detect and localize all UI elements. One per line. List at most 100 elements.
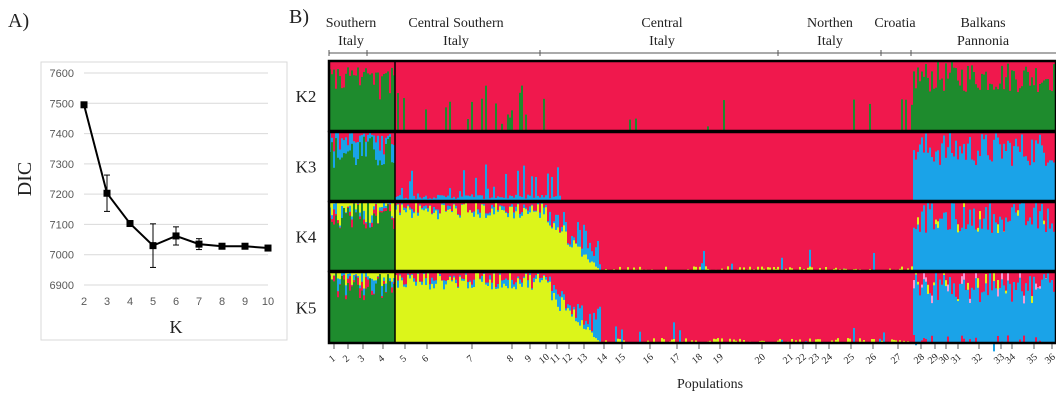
admixture-bar-green bbox=[941, 78, 943, 132]
admixture-bar-red bbox=[527, 272, 529, 281]
admixture-bar-red bbox=[547, 132, 549, 174]
admixture-bar-blue bbox=[1017, 215, 1019, 272]
admixture-bar-red bbox=[965, 272, 967, 291]
admixture-bar-yellow bbox=[483, 205, 485, 272]
admixture-bar-red bbox=[535, 61, 537, 132]
admixture-bar-red bbox=[617, 202, 619, 272]
admixture-bar-red bbox=[973, 132, 975, 161]
admixture-bar-red bbox=[885, 272, 887, 344]
admixture-bar-blue bbox=[1037, 143, 1039, 202]
admixture-bar-red bbox=[547, 61, 549, 132]
admixture-bar-red bbox=[559, 132, 561, 196]
admixture-bar-red bbox=[559, 202, 561, 233]
admixture-bar-green bbox=[959, 85, 961, 132]
admixture-bar-red bbox=[1045, 202, 1047, 233]
admixture-bar-blue bbox=[383, 202, 385, 209]
admixture-bar-red bbox=[343, 61, 345, 88]
admixture-bar-yellow bbox=[835, 339, 837, 344]
admixture-bar-blue bbox=[527, 280, 529, 288]
admixture-bar-red bbox=[503, 61, 505, 132]
admixture-bar-blue bbox=[551, 290, 553, 301]
admixture-bar-green bbox=[935, 87, 937, 132]
admixture-bar-red bbox=[1035, 61, 1037, 69]
admixture-bar-blue bbox=[405, 197, 407, 202]
admixture-bar-green bbox=[519, 92, 521, 132]
admixture-bar-blue bbox=[367, 134, 369, 142]
admixture-bar-red bbox=[981, 202, 983, 230]
admixture-bar-red bbox=[449, 132, 451, 189]
admixture-bar-red bbox=[365, 277, 367, 289]
admixture-bar-blue bbox=[1031, 302, 1033, 344]
admixture-bar-red bbox=[813, 272, 815, 344]
admixture-bar-yellow bbox=[467, 212, 469, 272]
admixture-bar-blue bbox=[939, 218, 941, 272]
admixture-bar-red bbox=[577, 202, 579, 223]
admixture-bar-blue bbox=[551, 227, 553, 229]
admixture-bar-blue bbox=[919, 231, 921, 272]
admixture-bar-red bbox=[1039, 202, 1041, 212]
admixture-bar-red bbox=[857, 272, 859, 344]
admixture-bar-red bbox=[823, 61, 825, 132]
admixture-bar-red bbox=[989, 61, 991, 85]
admixture-bar-green bbox=[1051, 91, 1053, 132]
admixture-bar-red bbox=[1011, 132, 1013, 167]
admixture-bar-yellow bbox=[619, 266, 621, 272]
admixture-bar-yellow bbox=[573, 240, 575, 272]
admixture-bar-blue bbox=[491, 197, 493, 202]
admixture-bar-yellow bbox=[873, 339, 875, 344]
region-label-4: Croatia bbox=[874, 16, 916, 31]
admixture-bar-red bbox=[873, 202, 875, 254]
admixture-bar-red bbox=[915, 61, 917, 89]
admixture-bar-red bbox=[671, 272, 673, 340]
panel-a-label: A) bbox=[8, 10, 30, 32]
admixture-bar-red bbox=[619, 132, 621, 202]
admixture-bar-yellow bbox=[477, 272, 479, 344]
admixture-bar-red bbox=[573, 61, 575, 132]
admixture-bar-blue bbox=[1011, 165, 1013, 202]
admixture-bar-blue bbox=[883, 332, 885, 344]
admixture-bar-yellow bbox=[371, 202, 373, 216]
admixture-bar-red bbox=[629, 272, 631, 344]
admixture-bar-red bbox=[663, 272, 665, 340]
admixture-bar-red bbox=[369, 61, 371, 75]
admixture-bar-red bbox=[461, 132, 463, 197]
admixture-bar-blue bbox=[1039, 211, 1041, 272]
admixture-bar-red bbox=[825, 202, 827, 268]
admixture-bar-red bbox=[575, 132, 577, 202]
admixture-bar-red bbox=[379, 61, 381, 100]
admixture-bar-red bbox=[983, 272, 985, 292]
admixture-bar-blue bbox=[477, 195, 479, 202]
admixture-bar-red bbox=[1033, 202, 1035, 208]
admixture-bar-red bbox=[521, 61, 523, 86]
admixture-bar-red bbox=[559, 61, 561, 132]
admixture-bar-blue bbox=[455, 205, 457, 209]
admixture-bar-red bbox=[643, 61, 645, 132]
admixture-bar-red bbox=[573, 272, 575, 308]
admixture-bar-green bbox=[989, 83, 991, 132]
admixture-bar-yellow bbox=[491, 289, 493, 344]
admixture-bar-blue bbox=[521, 282, 523, 288]
admixture-bar-yellow bbox=[485, 217, 487, 272]
admixture-bar-red bbox=[651, 61, 653, 132]
population-tick-label: 8 bbox=[505, 353, 516, 365]
admixture-bar-green bbox=[963, 90, 965, 132]
admixture-bar-red bbox=[719, 202, 721, 272]
admixture-bar-red bbox=[597, 202, 599, 242]
admixture-bar-blue bbox=[521, 196, 523, 202]
admixture-bar-red bbox=[683, 132, 685, 202]
admixture-bar-blue bbox=[513, 284, 515, 288]
admixture-bar-yellow bbox=[337, 272, 339, 279]
admixture-bar-red bbox=[803, 61, 805, 132]
admixture-bar-red bbox=[547, 202, 549, 222]
admixture-bar-blue bbox=[349, 273, 351, 277]
admixture-bar-red bbox=[937, 202, 939, 222]
admixture-bar-blue bbox=[531, 204, 533, 206]
x-axis-title-populations: Populations bbox=[677, 377, 743, 392]
admixture-bar-green bbox=[359, 142, 361, 202]
admixture-bar-blue bbox=[341, 138, 343, 158]
admixture-bar-green bbox=[343, 87, 345, 132]
admixture-bar-green bbox=[507, 114, 509, 132]
admixture-bar-red bbox=[427, 61, 429, 132]
admixture-bar-yellow bbox=[661, 338, 663, 344]
region-label-3: Northen bbox=[807, 16, 853, 31]
